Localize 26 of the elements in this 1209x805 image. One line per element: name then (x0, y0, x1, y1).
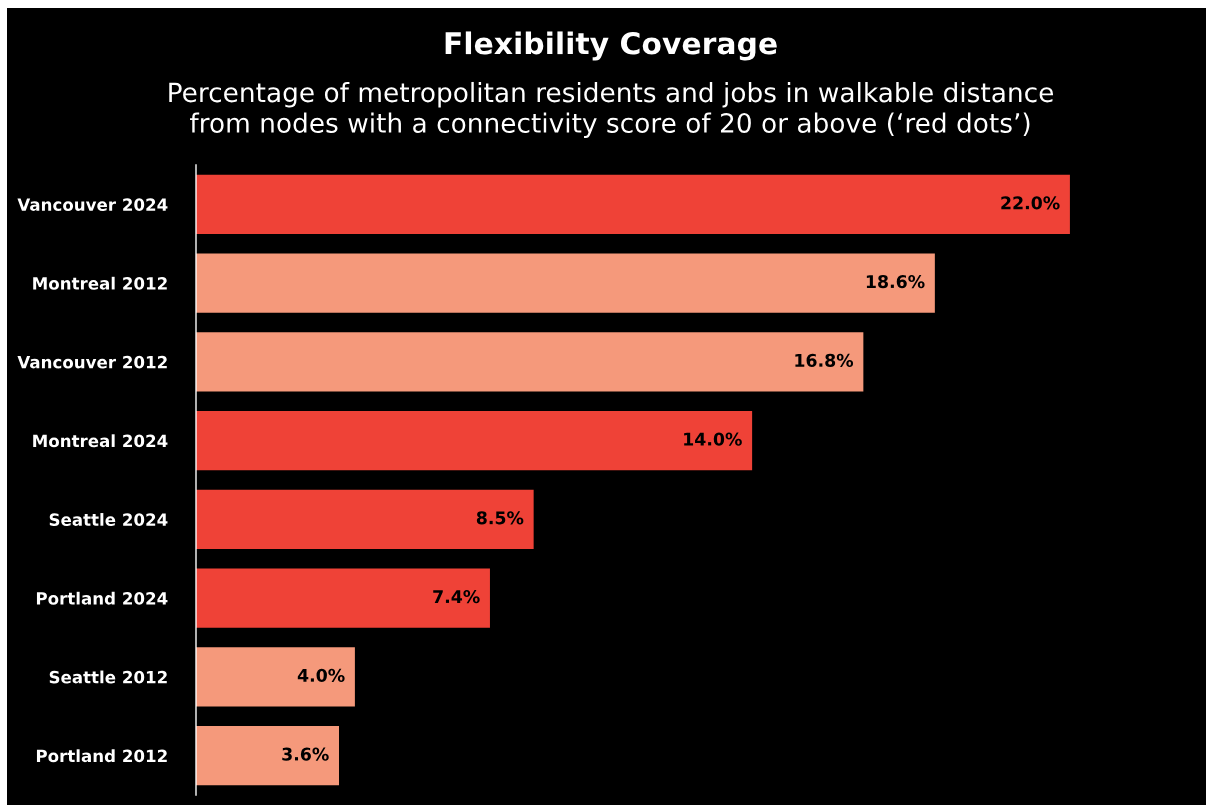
y-tick-label: Portland 2024 (36, 591, 168, 605)
chart-subtitle: Percentage of metropolitan residents and jobs in walkable distance from nodes with a connectivity score of 20 or above (‘red dots’) (169, 81, 1053, 139)
data-label: 14.0% (684, 432, 742, 446)
y-tick-label: Seattle 2012 (49, 670, 167, 684)
bar (196, 568, 490, 628)
data-label: 16.8% (795, 353, 854, 367)
y-tick-label: Vancouver 2012 (17, 355, 167, 369)
data-label: 7.4% (433, 590, 480, 604)
bar (196, 411, 753, 471)
bar (196, 726, 339, 786)
y-tick-label: Montreal 2012 (33, 276, 167, 290)
y-tick-label: Seattle 2024 (49, 513, 168, 526)
data-label: 3.6% (282, 747, 329, 761)
data-label: 18.6% (866, 275, 925, 289)
bar (196, 647, 355, 707)
y-tick-label: Vancouver 2024 (17, 198, 168, 211)
y-tick-label: Portland 2012 (36, 749, 167, 763)
y-tick-label: Montreal 2024 (33, 434, 168, 448)
data-label: 22.0% (1001, 196, 1060, 210)
bar (196, 489, 534, 549)
bar (196, 174, 1070, 234)
data-label: 8.5% (476, 511, 524, 525)
data-label: 4.0% (297, 668, 345, 682)
bar (196, 332, 864, 392)
chart-title: Flexibility Coverage (445, 31, 777, 61)
bar (196, 253, 935, 313)
